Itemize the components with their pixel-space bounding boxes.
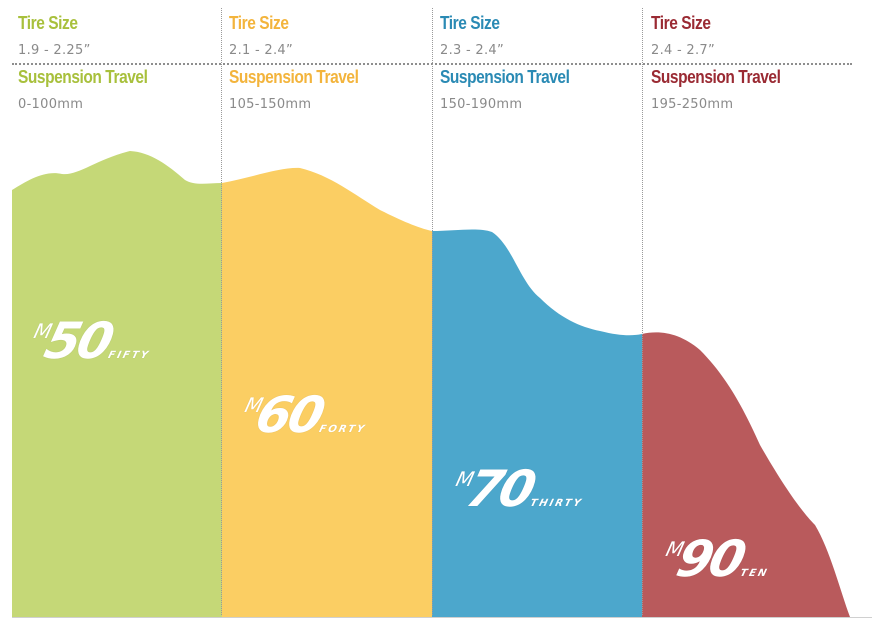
suspension-travel-label: Suspension Travel (440, 67, 570, 87)
tire-size-value: 2.1 - 2.4” (229, 43, 294, 58)
tire-size-value: 1.9 - 2.25” (18, 43, 91, 58)
suspension-travel-value: 0-100mm (18, 97, 84, 112)
model-number: 70 (461, 460, 540, 518)
tire-size-value: 2.4 - 2.7” (651, 43, 716, 58)
suspension-travel-label: Suspension Travel (651, 67, 781, 87)
terrain-segment-m60 (222, 167, 432, 617)
suspension-travel-value: 150-190mm (440, 97, 523, 112)
tire-size-label: Tire Size (440, 13, 500, 33)
model-suffix: FIFTY (106, 350, 152, 361)
model-number: 60 (250, 386, 329, 444)
tire-size-label: Tire Size (229, 13, 289, 33)
tire-size-label: Tire Size (651, 13, 711, 33)
spec-column-m60: Tire Size 2.1 - 2.4” Suspension Travel 1… (229, 0, 434, 130)
spec-column-m50: Tire Size 1.9 - 2.25” Suspension Travel … (18, 0, 218, 130)
model-logo-m90: M90TEN (657, 530, 779, 588)
suspension-travel-value: 195-250mm (651, 97, 734, 112)
model-logo-m60: M60FORTY (236, 386, 377, 444)
suspension-travel-label: Suspension Travel (229, 67, 359, 87)
model-suffix: THIRTY (528, 498, 584, 509)
column-divider (221, 8, 222, 615)
model-number: 90 (671, 530, 750, 588)
terrain-segment-m50 (12, 151, 222, 617)
suspension-travel-label: Suspension Travel (18, 67, 148, 87)
model-number: 50 (39, 312, 118, 370)
spec-column-m70: Tire Size 2.3 - 2.4” Suspension Travel 1… (440, 0, 645, 130)
ground-line (12, 617, 872, 618)
column-divider (432, 8, 433, 615)
model-logo-m50: M50FIFTY (25, 312, 161, 370)
suspension-travel-value: 105-150mm (229, 97, 312, 112)
model-suffix: FORTY (317, 424, 368, 435)
column-divider (642, 8, 643, 615)
terrain-segment-m90 (642, 332, 850, 617)
tire-size-value: 2.3 - 2.4” (440, 43, 505, 58)
tire-size-label: Tire Size (18, 13, 78, 33)
spec-column-m90: Tire Size 2.4 - 2.7” Suspension Travel 1… (651, 0, 856, 130)
terrain-segment-m70 (432, 229, 642, 617)
model-logo-m70: M70THIRTY (447, 460, 594, 518)
model-suffix: TEN (738, 568, 770, 579)
